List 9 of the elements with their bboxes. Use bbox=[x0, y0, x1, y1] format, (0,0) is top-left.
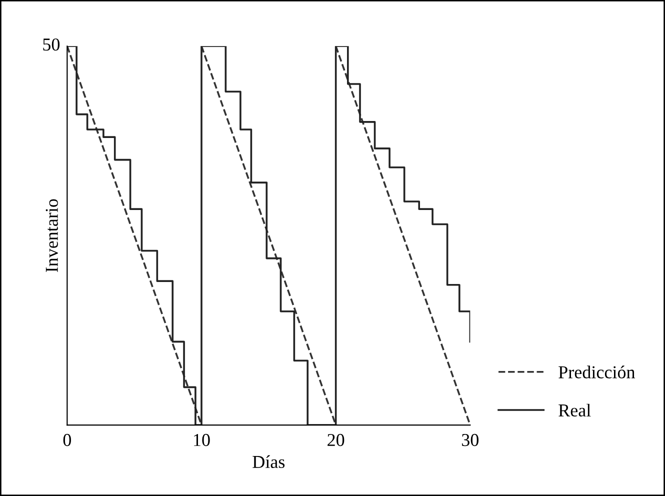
x-axis-title: Días bbox=[252, 455, 285, 468]
annotation: 50 bbox=[43, 38, 60, 51]
y-axis-title: Inventario bbox=[46, 199, 58, 272]
x-tick-label: 0 bbox=[63, 434, 71, 446]
x-tick-label: 20 bbox=[328, 434, 344, 446]
x-tick-label: 30 bbox=[462, 434, 478, 446]
legend-label: Real bbox=[558, 404, 591, 417]
legend-label: Predicción bbox=[558, 366, 636, 378]
x-tick-label: 10 bbox=[194, 434, 210, 446]
